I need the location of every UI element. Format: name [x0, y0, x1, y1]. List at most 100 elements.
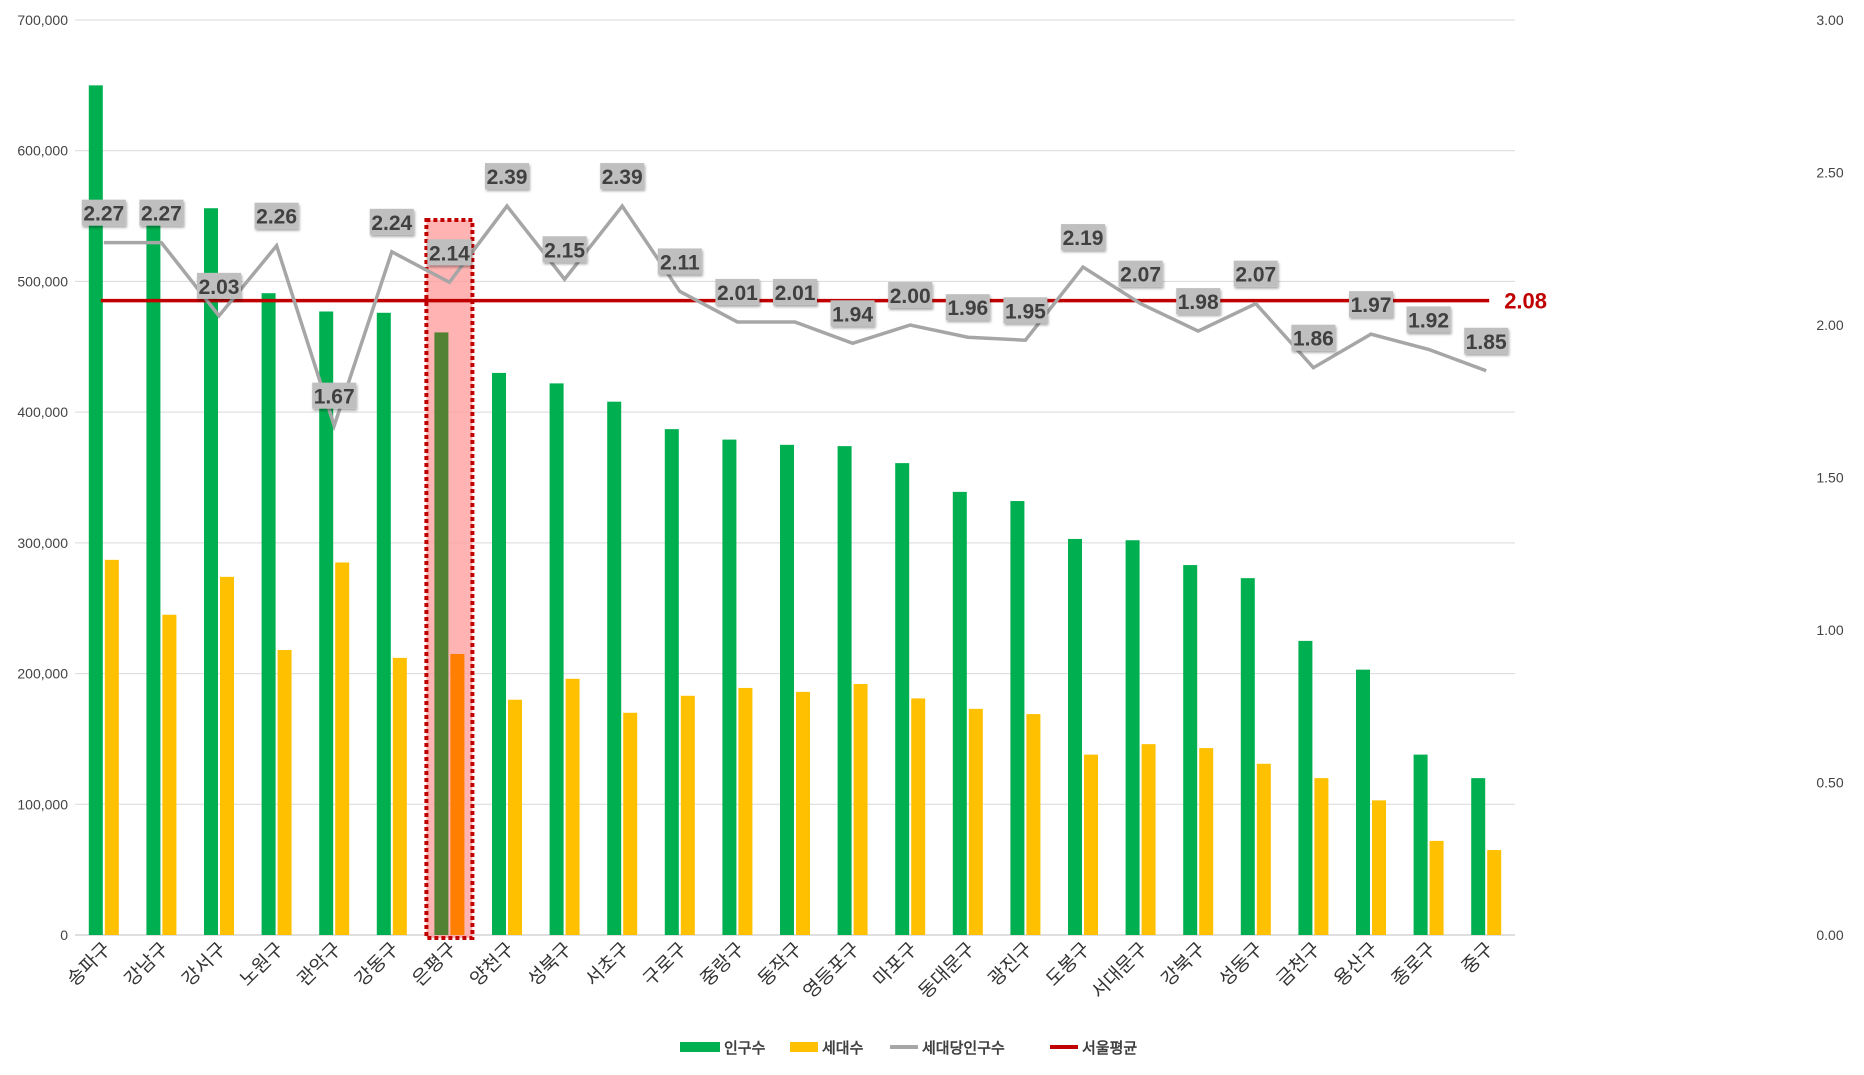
legend-label: 세대당인구수 — [922, 1039, 1005, 1057]
right-tick-label: 0.50 — [1816, 775, 1843, 791]
ratio-labels: 2.27 2.27 2.03 2.26 1.67 2.24 2.14 2.39 2.15 2.39… — [81, 163, 1509, 409]
left-tick-label: 200,000 — [17, 666, 68, 682]
household-bar — [680, 695, 695, 935]
bars — [88, 85, 1502, 936]
ratio-label-box — [197, 272, 241, 299]
left-tick-label: 100,000 — [17, 796, 68, 812]
category-label: 금천구 — [1272, 938, 1325, 991]
right-tick-label: 2.00 — [1816, 317, 1843, 333]
population-bar — [664, 429, 679, 935]
ratio-label-text: 2.01 — [717, 282, 758, 305]
ratio-label-box — [254, 202, 299, 229]
household-bar — [1487, 850, 1502, 935]
ratio-data-label: 2.14 — [427, 239, 472, 266]
legend-label: 서울평균 — [1082, 1039, 1137, 1057]
population-bar — [1298, 640, 1313, 935]
ratio-label-box — [1118, 260, 1163, 287]
category-label: 은평구 — [408, 938, 461, 991]
ratio-label-box — [888, 282, 933, 308]
ratio-data-label: 2.19 — [1061, 224, 1105, 251]
ratio-label-box — [657, 248, 702, 275]
ratio-data-label: 2.07 — [1233, 260, 1278, 287]
household-bar — [623, 712, 638, 935]
ratio-label-box — [139, 199, 184, 226]
right-tick-label: 3.00 — [1816, 12, 1843, 28]
right-tick-label: 1.50 — [1816, 470, 1843, 486]
category-label: 중구 — [1457, 938, 1497, 978]
right-tick-label: 2.50 — [1816, 165, 1843, 181]
population-bar — [1240, 578, 1255, 935]
household-bar — [1256, 763, 1271, 935]
ratio-label-text: 1.97 — [1351, 294, 1392, 317]
category-label: 광진구 — [984, 938, 1037, 991]
population-bar — [434, 332, 449, 936]
ratio-label-text: 2.27 — [83, 203, 124, 226]
right-tick-label: 0.00 — [1816, 927, 1843, 943]
ratio-label-box — [830, 300, 875, 327]
legend-item: 세대수 — [790, 1039, 864, 1057]
ratio-label-box — [1406, 306, 1451, 333]
legend-item: 세대당인구수 — [890, 1039, 1005, 1057]
population-bar — [952, 491, 967, 935]
legend-item: 인구수 — [680, 1039, 766, 1057]
population-bar — [1125, 540, 1140, 935]
ratio-label-text: 2.39 — [487, 166, 528, 189]
population-bar — [1183, 565, 1198, 935]
ratio-label-text: 1.86 — [1293, 328, 1334, 351]
highlight-border — [424, 218, 475, 940]
ratio-data-label: 1.97 — [1349, 291, 1393, 318]
household-bar — [1026, 714, 1041, 935]
category-label: 서초구 — [581, 938, 634, 991]
ratio-line-group — [103, 203, 1487, 432]
ratio-data-label: 2.27 — [81, 199, 126, 226]
population-bar — [88, 85, 103, 936]
left-tick-label: 700,000 — [17, 12, 68, 28]
ratio-data-label: 2.26 — [254, 202, 299, 229]
ratio-label-text: 1.67 — [314, 386, 355, 409]
ratio-label-text: 1.95 — [1005, 300, 1046, 323]
ratio-label-text: 1.98 — [1178, 291, 1219, 314]
category-label: 서대문구 — [1087, 938, 1152, 1003]
ratio-label-text: 2.11 — [660, 251, 700, 274]
category-label: 성북구 — [523, 938, 576, 991]
household-bar — [277, 650, 292, 935]
population-bar — [492, 372, 506, 935]
legend: 인구수 세대수 세대당인구수 서울평균 — [680, 1039, 1137, 1057]
ratio-data-label: 1.85 — [1464, 327, 1509, 354]
category-label: 용산구 — [1330, 938, 1383, 991]
ratio-data-label: 2.01 — [715, 278, 760, 305]
category-label: 동대문구 — [914, 938, 979, 1003]
ratio-data-label: 2.11 — [657, 248, 702, 275]
household-bar — [738, 687, 753, 935]
ratio-label-box — [1291, 324, 1336, 351]
ratio-label-text: 1.85 — [1466, 331, 1507, 354]
population-bar — [1471, 778, 1486, 935]
category-label: 관악구 — [293, 938, 346, 991]
ratio-label-box — [312, 382, 357, 409]
right-tick-label: 1.00 — [1816, 622, 1843, 638]
ratio-label-text: 2.15 — [544, 239, 585, 262]
ratio-label-text: 2.39 — [602, 166, 643, 189]
ratio-data-label: 2.07 — [1118, 260, 1163, 287]
household-bar — [853, 684, 868, 935]
category-label: 강남구 — [120, 938, 173, 991]
household-bar — [911, 698, 926, 935]
population-bar — [319, 311, 334, 935]
left-tick-label: 500,000 — [17, 273, 68, 289]
ratio-label-text: 2.03 — [199, 276, 240, 299]
household-bar — [162, 614, 177, 935]
category-label: 송파구 — [63, 938, 116, 991]
category-label: 구로구 — [639, 938, 692, 991]
legend-label: 세대수 — [822, 1039, 864, 1057]
population-bar — [1010, 501, 1025, 935]
ratio-label-box — [1176, 288, 1221, 315]
household-bar — [1372, 800, 1386, 935]
ratio-label-box — [1233, 260, 1278, 287]
ratio-data-label: 1.67 — [312, 382, 357, 409]
highlight-outline — [424, 218, 475, 940]
population-bar — [146, 223, 161, 935]
ratio-label-text: 2.07 — [1120, 264, 1161, 287]
ratio-label-text: 1.94 — [832, 303, 873, 326]
average-line-group: 2.08 — [100, 289, 1547, 314]
